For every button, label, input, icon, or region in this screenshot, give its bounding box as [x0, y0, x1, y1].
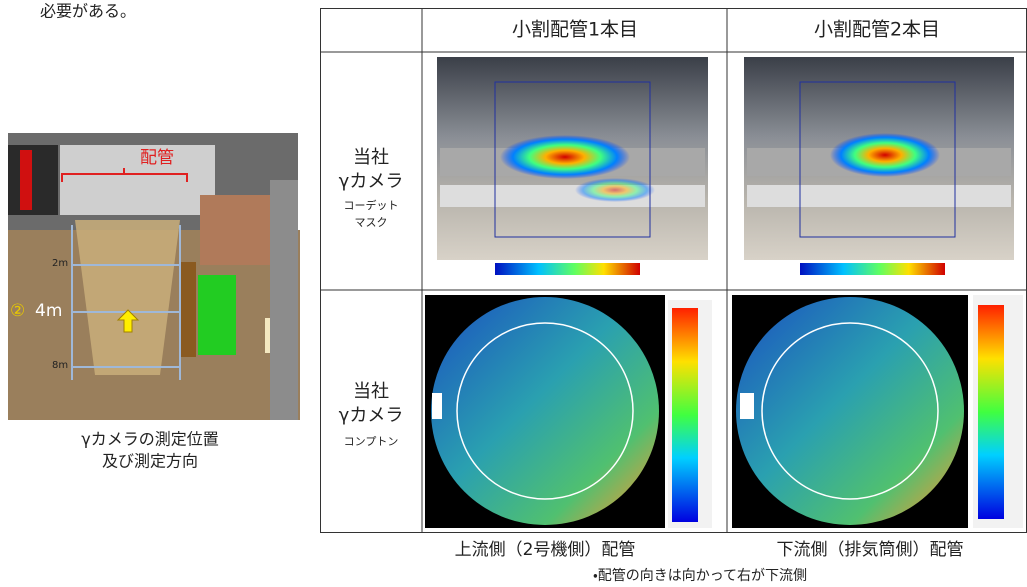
coded-mask-image: [744, 57, 1014, 275]
marker-number: ②: [10, 301, 25, 321]
row-label: マスク: [355, 216, 388, 229]
column-header: 小割配管2本目: [814, 19, 940, 41]
distance-label: 8m: [52, 360, 68, 371]
distance-label: 4m: [35, 301, 62, 321]
row-label: コーデット: [344, 198, 399, 212]
row-label: γカメラ: [339, 171, 404, 192]
compton-image: [732, 295, 1023, 528]
caption: γカメラの測定位置: [81, 430, 218, 449]
row-label: 当社: [353, 381, 389, 402]
pipe-label: 配管: [140, 148, 174, 168]
image-caption: 下流側（排気筒側）配管: [777, 540, 964, 560]
row-label: コンプトン: [344, 435, 399, 448]
note: ・配管の向きは向かって右が下流側: [593, 568, 807, 584]
image-caption: 上流側（2号機側）配管: [455, 540, 636, 560]
caption: 及び測定方向: [102, 452, 198, 471]
row-label: 当社: [353, 147, 389, 168]
coded-mask-image: [437, 57, 708, 275]
row-label: γカメラ: [339, 405, 404, 426]
compton-image: [425, 295, 712, 528]
column-header: 小割配管1本目: [512, 19, 638, 41]
distance-label: 2m: [52, 258, 68, 269]
position-diagram: 配管 2m ② 4m 8m: [8, 133, 300, 420]
header-text: 必要がある。: [40, 2, 136, 21]
